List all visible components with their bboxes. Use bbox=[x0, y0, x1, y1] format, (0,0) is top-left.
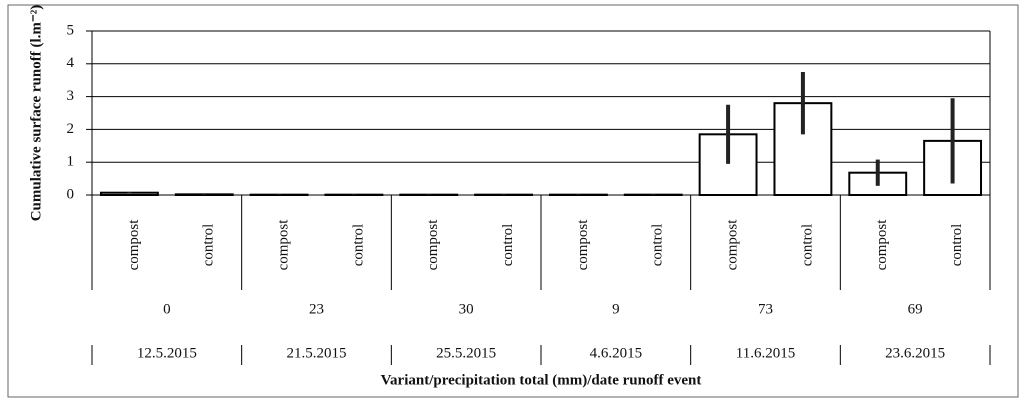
date-label: 12.5.2015 bbox=[137, 345, 197, 361]
precipitation-label: 30 bbox=[459, 301, 474, 317]
date-label: 23.6.2015 bbox=[885, 345, 945, 361]
precipitation-label: 9 bbox=[612, 301, 620, 317]
y-tick-label: 5 bbox=[67, 22, 75, 38]
y-tick-label: 0 bbox=[67, 186, 75, 202]
date-label: 25.5.2015 bbox=[436, 345, 496, 361]
precipitation-label: 23 bbox=[309, 301, 324, 317]
date-label: 11.6.2015 bbox=[736, 345, 795, 361]
x-tick-label: compost bbox=[725, 219, 741, 271]
x-tick-label: control bbox=[799, 224, 815, 267]
precipitation-label: 73 bbox=[758, 301, 773, 317]
date-label: 4.6.2015 bbox=[590, 345, 643, 361]
y-tick-label: 1 bbox=[67, 154, 75, 170]
precipitation-label: 69 bbox=[908, 301, 923, 317]
x-tick-label: compost bbox=[126, 219, 142, 271]
x-axis-label: Variant/precipitation total (mm)/date ru… bbox=[381, 372, 702, 388]
y-axis-label: Cumulative surface runoff (l.m⁻²) bbox=[28, 5, 44, 222]
frame bbox=[7, 4, 1019, 398]
x-tick-label: control bbox=[500, 224, 516, 267]
x-tick-label: compost bbox=[575, 219, 591, 271]
y-tick-label: 2 bbox=[67, 121, 75, 137]
x-tick-label: compost bbox=[425, 219, 441, 271]
date-label: 21.5.2015 bbox=[287, 345, 347, 361]
x-tick-label: control bbox=[949, 224, 965, 267]
y-tick-label: 4 bbox=[67, 55, 75, 71]
x-tick-label: control bbox=[350, 224, 366, 267]
y-tick-label: 3 bbox=[67, 88, 75, 104]
x-tick-label: compost bbox=[276, 219, 292, 271]
x-tick-label: control bbox=[201, 224, 217, 267]
x-tick-label: compost bbox=[874, 219, 890, 271]
x-tick-label: control bbox=[650, 224, 666, 267]
precipitation-label: 0 bbox=[163, 301, 171, 317]
